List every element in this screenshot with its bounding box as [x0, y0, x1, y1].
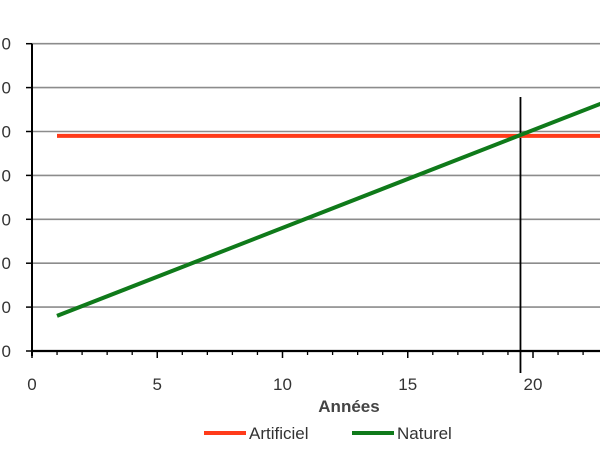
y-tick-label-0: 0: [2, 342, 11, 361]
y-tick-label-1: 0: [2, 298, 11, 317]
y-tick-label-4: 0: [2, 166, 11, 185]
y-tick-label-6: 0: [2, 79, 11, 98]
x-tick-label-5: 5: [153, 375, 162, 394]
y-tick-label-7: 0: [2, 35, 11, 54]
x-tick-label-15: 15: [398, 375, 417, 394]
legend-label-artificiel: Artificiel: [249, 424, 309, 443]
x-tick-label-10: 10: [273, 375, 292, 394]
legend-label-naturel: Naturel: [397, 424, 452, 443]
y-tick-label-3: 0: [2, 210, 11, 229]
series-line-naturel: [56, 101, 600, 318]
x-tick-label-0: 0: [27, 375, 36, 394]
y-tick-label-2: 0: [2, 254, 11, 273]
x-tick-label-20: 20: [524, 375, 543, 394]
y-tick-label-5: 0: [2, 123, 11, 142]
x-axis-label: Années: [318, 397, 379, 416]
